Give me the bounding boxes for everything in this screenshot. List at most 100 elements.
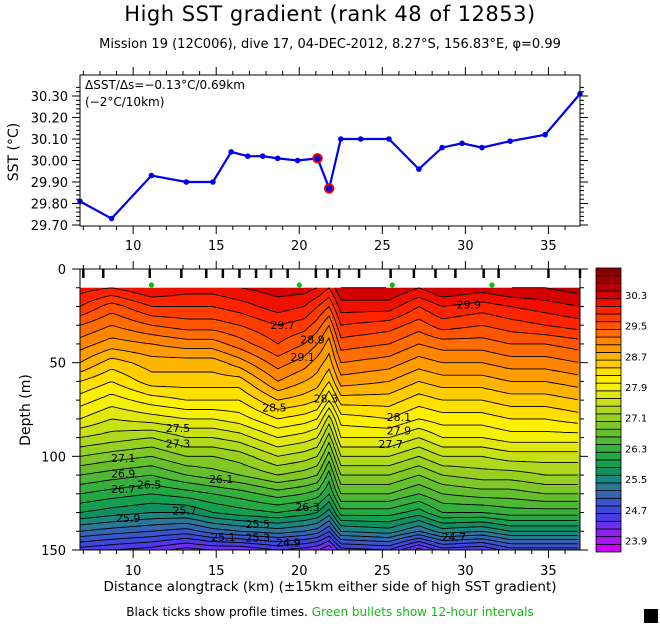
- contour-cell: [148, 347, 153, 352]
- contour-cell: [272, 338, 277, 343]
- contour-cell: [184, 299, 189, 304]
- contour-cell: [288, 449, 293, 454]
- contour-cell: [236, 392, 241, 397]
- contour-cell: [200, 533, 205, 538]
- contour-cell: [200, 545, 205, 550]
- contour-cell: [236, 425, 241, 430]
- contour-cell: [252, 344, 257, 349]
- contour-cell: [292, 434, 297, 439]
- contour-cell: [172, 320, 177, 325]
- contour-cell: [140, 398, 145, 403]
- contour-cell: [212, 443, 217, 448]
- contour-cell: [100, 416, 105, 421]
- contour-cell: [276, 467, 281, 472]
- contour-cell: [240, 353, 245, 358]
- contour-cell: [112, 515, 117, 520]
- contour-cell: [80, 383, 85, 388]
- contour-cell: [228, 491, 233, 496]
- contour-cell: [180, 311, 185, 316]
- contour-cell: [124, 365, 129, 370]
- contour-cell: [208, 467, 213, 472]
- contour-cell: [264, 308, 269, 313]
- contour-cell: [132, 341, 137, 346]
- contour-cell: [248, 392, 253, 397]
- contour-cell: [108, 296, 113, 301]
- contour-cell: [244, 377, 249, 382]
- contour-cell: [184, 419, 189, 424]
- contour-cell: [256, 320, 261, 325]
- contour-cell: [216, 416, 221, 421]
- contour-cell: [96, 467, 101, 472]
- contour-cell: [244, 548, 249, 550]
- contour-cell: [152, 302, 157, 307]
- contour-cell: [172, 539, 177, 544]
- contour-cell: [156, 530, 161, 535]
- contour-cell: [128, 308, 133, 313]
- contour-cell: [120, 509, 125, 514]
- contour-cell: [276, 425, 281, 430]
- contour-cell: [272, 425, 277, 430]
- contour-cell: [84, 341, 89, 346]
- contour-cell: [148, 380, 153, 385]
- contour-cell: [216, 491, 221, 496]
- contour-cell: [288, 428, 293, 433]
- contour-cell: [216, 548, 221, 550]
- contour-cell: [272, 290, 277, 295]
- contour-cell: [136, 344, 141, 349]
- contour-cell: [248, 353, 253, 358]
- contour-cell: [148, 401, 153, 406]
- contour-cell: [100, 338, 105, 343]
- contour-cell: [180, 323, 185, 328]
- contour-cell: [196, 347, 201, 352]
- contour-cell: [108, 299, 113, 304]
- contour-cell: [184, 464, 189, 469]
- contour-cell: [284, 545, 289, 550]
- contour-cell: [144, 317, 149, 322]
- contour-cell: [120, 461, 125, 466]
- contour-cell: [112, 350, 117, 355]
- contour-cell: [192, 545, 197, 550]
- contour-cell: [100, 455, 105, 460]
- contour-cell: [280, 299, 285, 304]
- contour-cell: [132, 335, 137, 340]
- contour-cell: [80, 410, 85, 415]
- contour-cell: [112, 389, 117, 394]
- contour-cell: [260, 515, 265, 520]
- contour-cell: [216, 515, 221, 520]
- contour-cell: [108, 494, 113, 499]
- contour-cell: [240, 503, 245, 508]
- contour-cell: [156, 380, 161, 385]
- sst-point: [294, 157, 301, 164]
- contour-cell: [264, 548, 269, 550]
- contour-cell: [104, 536, 109, 541]
- contour-cell: [140, 521, 145, 526]
- contour-cell: [116, 413, 121, 418]
- contour-cell: [252, 539, 257, 544]
- contour-cell: [240, 323, 245, 328]
- contour-cell: [168, 455, 173, 460]
- contour-cell: [236, 530, 241, 535]
- contour-cell: [88, 413, 93, 418]
- contour-cell: [164, 503, 169, 508]
- contour-cell: [136, 497, 141, 502]
- contour-cell: [128, 299, 133, 304]
- contour-cell: [84, 524, 89, 529]
- contour-cell: [100, 344, 105, 349]
- contour-cell: [212, 449, 217, 454]
- contour-cell: [160, 467, 165, 472]
- contour-cell: [148, 377, 153, 382]
- contour-cell: [224, 548, 229, 550]
- contour-cell: [132, 356, 137, 361]
- y-tick-label: 29.90: [31, 176, 68, 191]
- contour-cell: [196, 455, 201, 460]
- contour-cell: [160, 464, 165, 469]
- contour-cell: [164, 425, 169, 430]
- contour-cell: [148, 329, 153, 334]
- contour-cell: [116, 293, 121, 298]
- contour-cell: [268, 365, 273, 370]
- contour-cell: [132, 401, 137, 406]
- contour-cell: [152, 401, 157, 406]
- contour-cell: [240, 491, 245, 496]
- contour-cell: [232, 494, 237, 499]
- contour-cell: [108, 383, 113, 388]
